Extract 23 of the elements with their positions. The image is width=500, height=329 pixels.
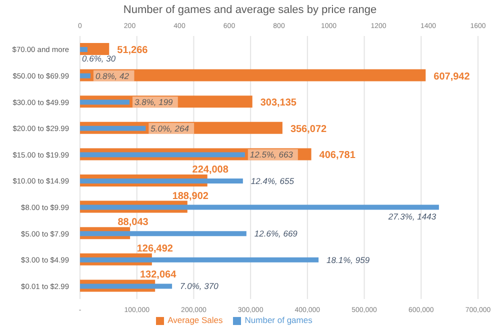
- data-label: 12.4%, 655: [250, 176, 294, 186]
- data-label: 126,492: [136, 243, 174, 254]
- data-label: 0.8%, 42: [95, 70, 130, 81]
- data-label: 7.0%, 370: [180, 281, 219, 292]
- legend-label: Number of games: [244, 315, 312, 325]
- data-label: 88,043: [118, 217, 149, 228]
- data-label: 0.6%, 30: [82, 54, 116, 64]
- chart-title: Number of games and average sales by price range: [122, 4, 378, 16]
- legend-label: Average Sales: [168, 315, 223, 325]
- data-label: 5.0%, 264: [150, 123, 190, 134]
- data-label: 607,942: [434, 71, 470, 82]
- data-label: 356,072: [290, 124, 328, 135]
- data-label: 224,008: [192, 164, 229, 176]
- data-label: 18.1%, 959: [326, 254, 370, 265]
- data-label: 188,902: [172, 190, 209, 202]
- data-label: 303,135: [260, 98, 297, 109]
- data-label: 132,064: [140, 270, 177, 281]
- data-label: 27.3%, 1443: [387, 211, 436, 222]
- data-label: 12.6%, 669: [254, 228, 298, 239]
- data-label: 51,266: [117, 45, 148, 56]
- data-label: 3.8%, 199: [134, 97, 174, 108]
- data-label: 406,781: [319, 150, 356, 162]
- data-label: 12.5%, 663: [250, 150, 294, 160]
